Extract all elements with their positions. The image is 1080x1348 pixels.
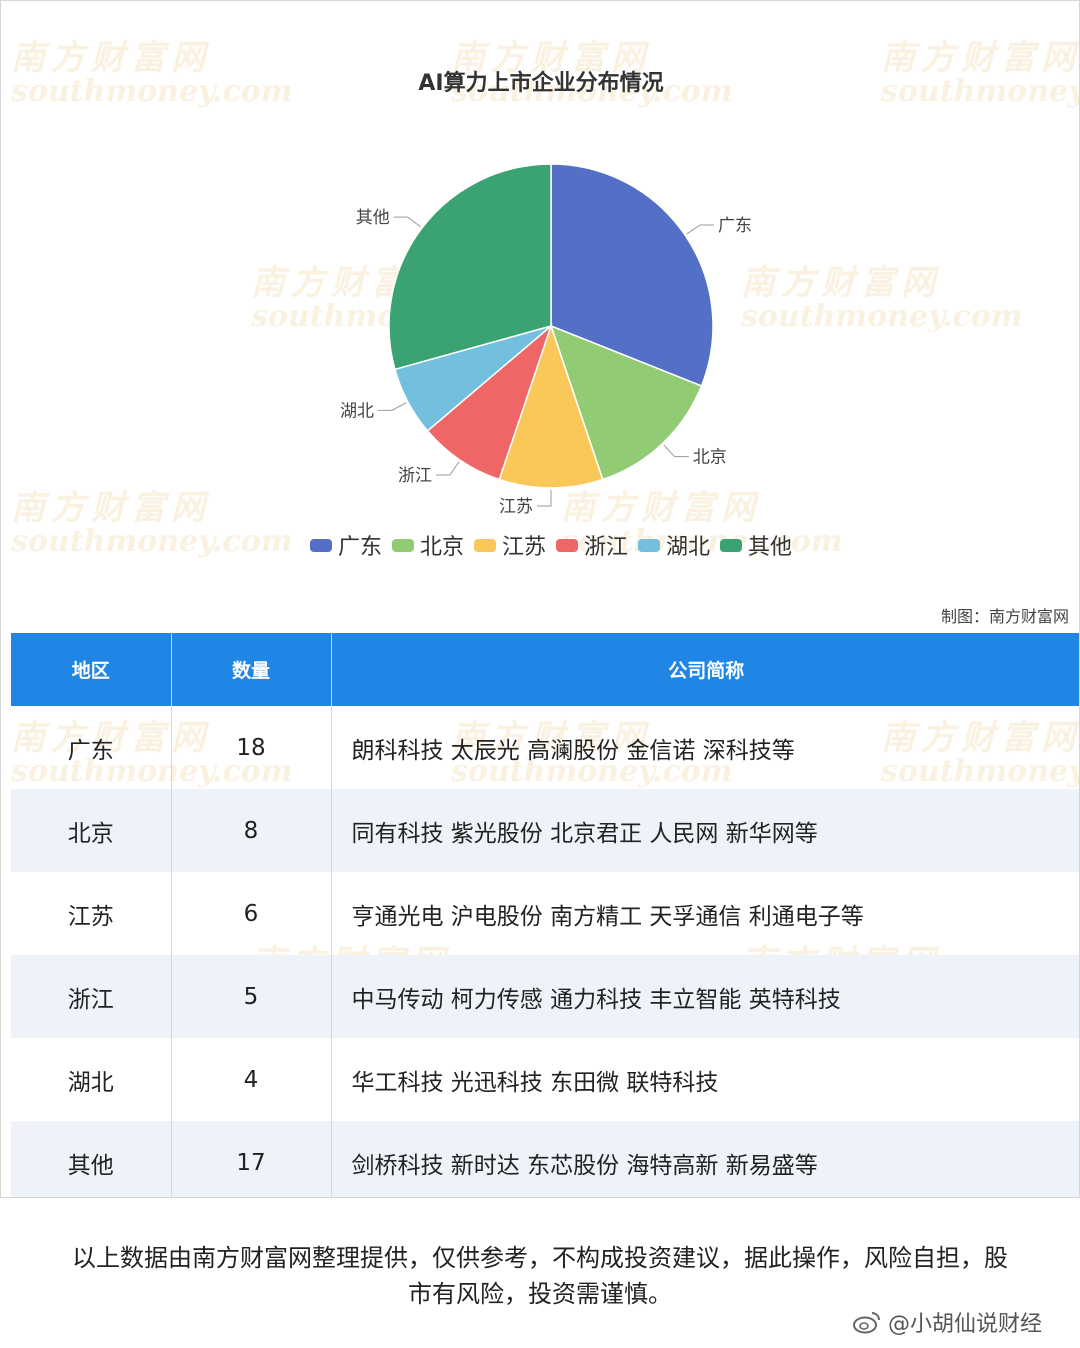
pie-leader-line [686, 224, 714, 235]
cell-companies: 朗科科技 太辰光 高澜股份 金信诺 深科技等 [351, 737, 795, 764]
legend-item[interactable]: 江苏 [473, 529, 546, 561]
legend-label: 广东 [337, 535, 382, 560]
cell-companies: 同有科技 紫光股份 北京君正 人民网 新华网等 [331, 789, 1079, 872]
pie-slice-江苏 [498, 323, 604, 489]
pie-label: 北京 [693, 448, 727, 468]
header-region: 地区 [11, 633, 172, 706]
header-count: 数量 [171, 633, 332, 706]
legend-item[interactable]: 其他 [720, 529, 792, 561]
pie-slice-广东 [550, 163, 714, 387]
pie-slice-其他 [388, 163, 552, 371]
legend-label: 湖北 [666, 535, 711, 560]
pie-slice-北京 [549, 324, 703, 481]
pie-leader-line [377, 402, 407, 411]
table-row: 广东 18 朗科科技 太辰光 高澜股份 金信诺 深科技等 [11, 706, 1079, 789]
pie-label: 江苏 [499, 497, 533, 517]
pie-label: 其他 [356, 208, 390, 228]
cell-region: 北京 [11, 789, 172, 872]
legend-swatch [391, 538, 414, 552]
weibo-handle[interactable]: @小胡仙说财经 [852, 1306, 1042, 1338]
legend-swatch [720, 538, 743, 552]
cell-count: 8 [171, 789, 332, 872]
company-table: 地区 数量 公司简称 广东 18 朗科科技 太辰光 高澜股份 金信诺 深科技等 … [11, 633, 1079, 1197]
table-header-row: 地区 数量 公司简称 [11, 633, 1079, 706]
cell-count: 17 [171, 1121, 332, 1197]
cell-companies: 中马传动 柯力传感 通力科技 丰立智能 英特科技 [331, 955, 1079, 1038]
legend-label: 江苏 [501, 535, 546, 560]
legend-swatch [473, 538, 496, 552]
pie-leader-line [435, 461, 460, 476]
legend-swatch [309, 538, 332, 552]
cell-region: 浙江 [11, 955, 172, 1038]
chart-legend: 广东 北京 江苏 浙江 湖北 其他 [1, 529, 1079, 561]
cell-count: 5 [171, 955, 332, 1038]
weibo-icon [852, 1312, 880, 1334]
cell-companies: 剑桥科技 新时达 东芯股份 海特高新 新易盛等 [331, 1121, 1079, 1197]
pie-label: 浙江 [398, 466, 432, 486]
cell-count: 18 [171, 706, 332, 789]
pie-label: 广东 [718, 216, 752, 236]
cell-companies: 亨通光电 沪电股份 南方精工 天孚通信 利通电子等 [351, 903, 864, 930]
table-row: 其他 17 剑桥科技 新时达 东芯股份 海特高新 新易盛等 [11, 1121, 1079, 1197]
report-card: 南方财富网 southmoney.com 南方财富网 southmoney.com 南方… [0, 0, 1080, 1198]
legend-label: 其他 [748, 535, 793, 560]
cell-region: 其他 [11, 1121, 172, 1197]
chart-credit: 制图：南方财富网 [940, 607, 1069, 626]
pie-leader-line [393, 216, 421, 228]
legend-label: 北京 [419, 535, 464, 560]
pie-leader-line [663, 444, 689, 458]
chart-title: AI算力上市企业分布情况 [418, 71, 664, 96]
legend-swatch [556, 538, 578, 552]
cell-region: 江苏 [11, 872, 172, 955]
pie-label: 湖北 [340, 401, 374, 421]
table-row: 湖北 4 华工科技 光迅科技 东田微 联特科技 [11, 1038, 1079, 1121]
table-row: 江苏 6 亨通光电 沪电股份 南方精工 天孚通信 利通电子等 [11, 872, 1079, 955]
weibo-handle-text: @小胡仙说财经 [887, 1312, 1042, 1337]
cell-companies: 华工科技 光迅科技 东田微 联特科技 [351, 1069, 719, 1096]
legend-item[interactable]: 北京 [391, 529, 464, 561]
disclaimer-text: 以上数据由南方财富网整理提供，仅供参考，不构成投资建议，据此操作，风险自担，股市… [72, 1244, 1008, 1308]
table-row: 浙江 5 中马传动 柯力传感 通力科技 丰立智能 英特科技 [11, 955, 1079, 1038]
cell-count: 6 [171, 872, 332, 955]
legend-item[interactable]: 浙江 [556, 529, 628, 561]
pie-leader-line [537, 490, 552, 507]
cell-region: 广东 [11, 706, 172, 789]
cell-region: 湖北 [11, 1038, 172, 1121]
legend-swatch [638, 538, 661, 552]
pie-slice-浙江 [426, 323, 553, 481]
header-companies: 公司简称 [331, 633, 1079, 706]
legend-label: 浙江 [584, 535, 629, 560]
legend-item[interactable]: 广东 [309, 529, 382, 561]
table-row: 北京 8 同有科技 紫光股份 北京君正 人民网 新华网等 [11, 789, 1079, 872]
legend-item[interactable]: 湖北 [638, 529, 710, 561]
cell-count: 4 [171, 1038, 332, 1121]
